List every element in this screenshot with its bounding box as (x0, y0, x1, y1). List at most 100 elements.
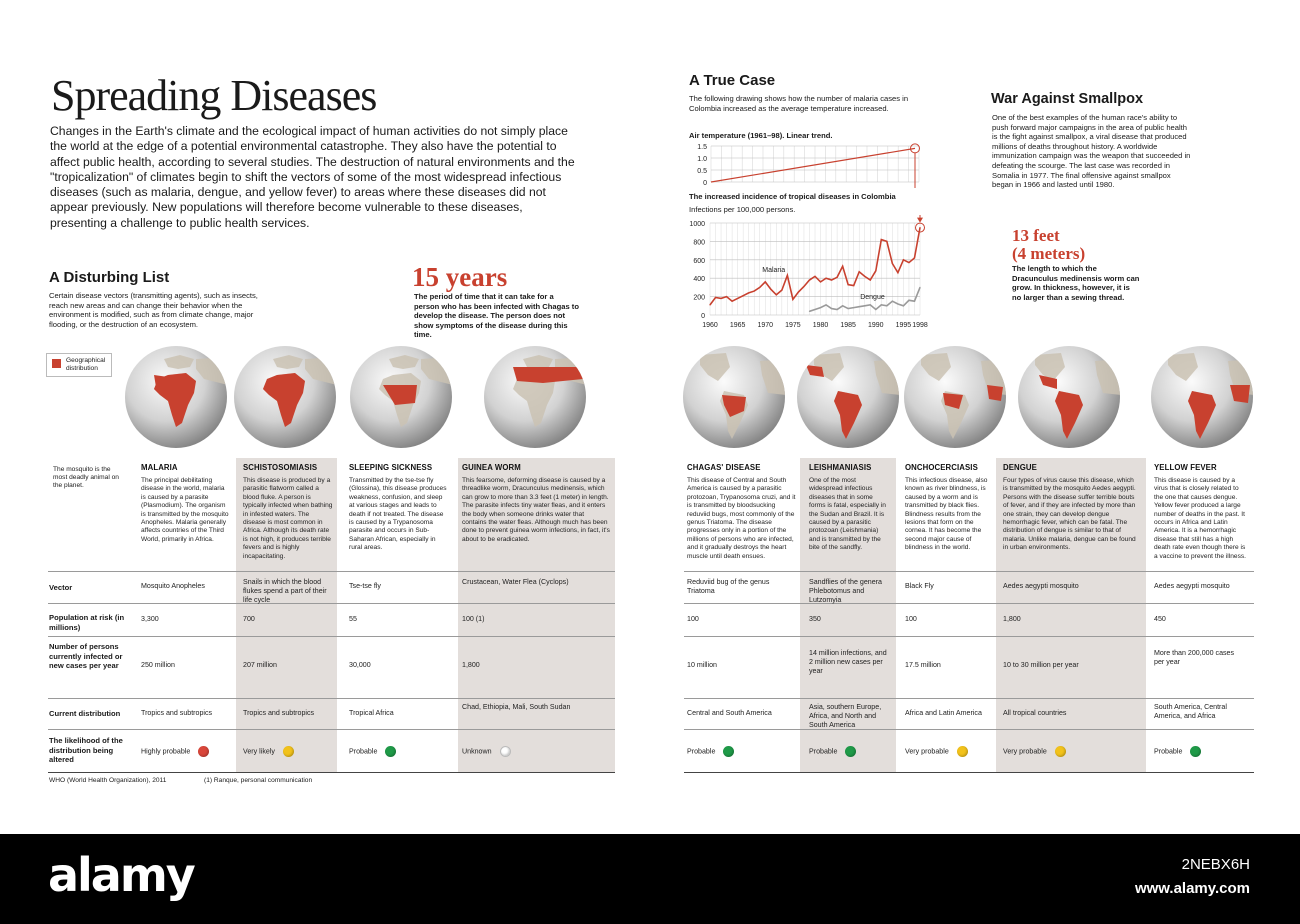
cell-vector-onchocerciasis: Black Fly (905, 582, 934, 590)
likelihood-text: Probable (1154, 747, 1183, 756)
disease-desc-malaria: The principal debilitating disease in th… (141, 477, 229, 543)
data-point-malaria (725, 296, 728, 298)
globe-malaria (125, 346, 227, 448)
y-tick-label: 0 (701, 313, 705, 320)
row-label-persons: Number of persons currently infected or … (49, 642, 123, 670)
data-point-malaria (847, 284, 849, 286)
disease-desc-guinea-worm: This fearsome, deforming disease is caus… (462, 477, 610, 543)
cell-population-guinea-worm: 100 (1) (462, 615, 485, 623)
cell-vector-yellow-fever: Aedes aegypti mosquito (1154, 582, 1230, 590)
disturbing-list-text: Certain disease vectors (transmitting ag… (49, 291, 258, 329)
data-point-dengue (886, 305, 888, 307)
data-point-dengue (830, 307, 833, 310)
y-tick-label: 0 (703, 180, 707, 187)
likelihood-text: Probable (687, 747, 716, 756)
cell-population-onchocerciasis: 100 (905, 615, 917, 623)
y-tick-label: 600 (693, 258, 705, 265)
column-shade-schistosomiasis (236, 458, 337, 772)
cell-persons-sleeping-sickness: 30,000 (349, 661, 371, 669)
cell-population-schistosomiasis: 700 (243, 615, 255, 623)
data-point-malaria (891, 262, 893, 265)
cell-distribution-yellow-fever: South America, Central America, and Afri… (1154, 703, 1227, 721)
disease-name-schistosomiasis: SCHISTOSOMIASIS (243, 463, 318, 472)
y-tick-label: 1.0 (697, 156, 707, 163)
cell-distribution-chagas-disease: Central and South America (687, 709, 772, 717)
cell-distribution-schistosomiasis: Tropics and subtropics (243, 709, 315, 717)
y-tick-label: 400 (693, 276, 705, 283)
y-tick-label: 1000 (689, 221, 705, 228)
legend: Geographical distribution (46, 353, 112, 377)
cell-likelihood-onchocerciasis: Very probable (905, 746, 989, 757)
data-point-dengue (891, 300, 893, 302)
cell-persons-malaria: 250 million (141, 661, 175, 669)
cell-vector-dengue: Aedes aegypti mosquito (1003, 582, 1079, 590)
watermark-bar (0, 834, 1300, 924)
data-point-malaria (913, 257, 916, 259)
data-point-dengue (864, 305, 866, 307)
peak-marker (915, 222, 925, 233)
data-point-dengue (819, 307, 822, 309)
data-point-dengue (825, 304, 827, 306)
data-point-dengue (814, 308, 816, 311)
status-dot-icon (282, 746, 294, 757)
status-dot-icon (723, 746, 735, 757)
globe-yellow-fever (1151, 346, 1253, 448)
page-title: Spreading Diseases (51, 71, 377, 120)
cell-population-chagas-disease: 100 (687, 615, 699, 623)
data-point-malaria (770, 288, 772, 290)
data-point-dengue (808, 310, 811, 312)
status-dot-icon (956, 746, 968, 757)
data-point-dengue (908, 299, 910, 301)
cell-population-dengue: 1,800 (1003, 615, 1021, 623)
cell-likelihood-guinea-worm: Unknown (462, 746, 610, 757)
cell-likelihood-malaria: Highly probable (141, 746, 229, 757)
smallpox-heading: War Against Smallpox (991, 91, 1144, 107)
cell-vector-chagas-disease: Reduviid bug of the genus Triatoma (687, 578, 770, 596)
cell-distribution-sleeping-sickness: Tropical Africa (349, 709, 394, 717)
disease-desc-onchocerciasis: This infectious disease, also known as r… (905, 477, 988, 552)
data-point-malaria (858, 271, 860, 273)
likelihood-text: Very likely (243, 747, 275, 756)
data-point-malaria (731, 300, 733, 302)
disease-name-malaria: MALARIA (141, 463, 178, 472)
stock-url: www.alamy.com (1134, 880, 1250, 897)
disease-name-onchocerciasis: ONCHOCERCIASIS (905, 463, 978, 472)
cell-likelihood-leishmaniasis: Probable (809, 746, 891, 757)
disease-desc-yellow-fever: This disease is caused by a virus that i… (1154, 477, 1246, 560)
status-dot-icon (198, 746, 210, 757)
cell-likelihood-chagas-disease: Probable (687, 746, 797, 757)
cell-persons-dengue: 10 to 30 million per year (1003, 661, 1079, 669)
data-point-malaria (853, 284, 855, 287)
temperature-chart: 1.5 1.0 0.5 0 (697, 143, 920, 188)
thirteen-feet-figure: 13 feet (4 meters) (1012, 227, 1085, 263)
data-point-dengue (847, 307, 849, 310)
true-case-text: The following drawing shows how the numb… (689, 94, 909, 113)
status-dot-icon (845, 746, 857, 757)
data-point-malaria (864, 275, 866, 277)
data-point-malaria (869, 279, 871, 281)
globe-chagas (683, 346, 785, 448)
disease-name-yellow-fever: YELLOW FEVER (1154, 463, 1217, 472)
data-point-dengue (880, 304, 882, 306)
cell-distribution-guinea-worm: Chad, Ethiopia, Mali, South Sudan (462, 703, 571, 711)
likelihood-text: Unknown (462, 747, 492, 756)
mosquito-note: The mosquito is the most deadly animal o… (53, 466, 119, 490)
data-point-malaria (759, 286, 761, 288)
incidence-chart-title: The increased incidence of tropical dise… (689, 192, 896, 201)
disease-desc-leishmaniasis: One of the most widespread infectious di… (809, 477, 886, 552)
data-point-dengue (902, 305, 905, 307)
cell-persons-chagas-disease: 10 million (687, 661, 717, 669)
data-point-malaria (875, 270, 877, 272)
row-label-population: Population at risk (in millions) (49, 613, 125, 632)
data-point-malaria (908, 261, 910, 264)
data-point-malaria (902, 259, 905, 261)
x-tick-label: 1970 (757, 322, 773, 329)
cell-distribution-onchocerciasis: Africa and Latin America (905, 709, 982, 717)
data-point-dengue (842, 305, 844, 307)
globe-schistosomiasis (234, 346, 336, 448)
data-point-malaria (775, 294, 777, 296)
stock-image-id: 2NEBX6H (1181, 856, 1250, 873)
data-point-malaria (880, 238, 882, 241)
x-tick-label: 1960 (702, 322, 718, 329)
smallpox-text: One of the best examples of the human ra… (992, 113, 1191, 190)
